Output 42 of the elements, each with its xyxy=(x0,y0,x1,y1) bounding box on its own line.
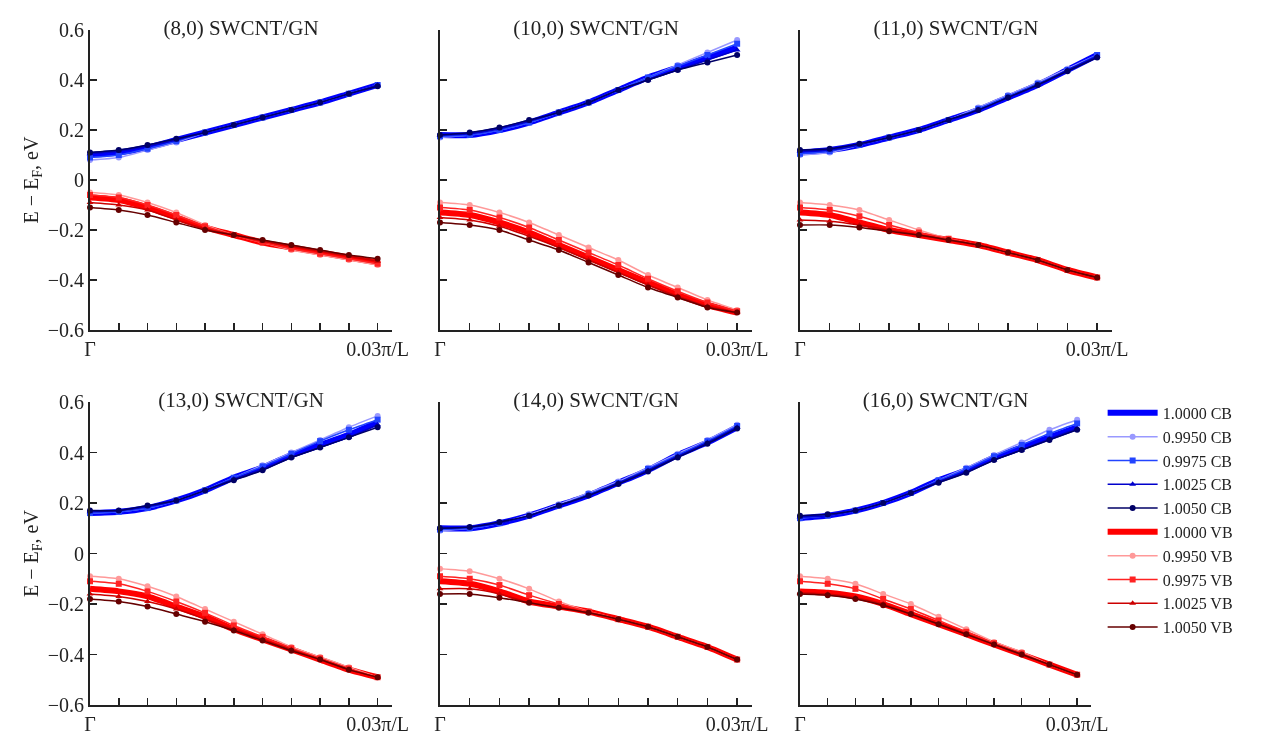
x-tick-label: 0.03π/L xyxy=(705,713,769,735)
x-tick-label: 0.03π/L xyxy=(346,338,410,360)
y-tick-label: 0.4 xyxy=(59,441,84,464)
y-tick-label: −0.6 xyxy=(47,694,84,716)
chart-title: (11,0) SWCNT/GN xyxy=(873,15,1039,40)
chart-title: (10,0) SWCNT/GN xyxy=(513,15,679,40)
legend-label: 0.9975 CB xyxy=(1162,452,1232,470)
y-tick-label: −0.6 xyxy=(47,319,84,341)
y-tick-label: 0 xyxy=(74,542,84,565)
x-tick-label: Γ xyxy=(794,713,806,735)
y-tick-label: 0.2 xyxy=(59,492,84,514)
y-tick-label: −0.2 xyxy=(47,593,84,615)
legend-label: 0.9950 CB xyxy=(1162,428,1232,446)
x-tick-label: 0.03π/L xyxy=(1045,713,1109,735)
x-tick-label: Γ xyxy=(434,713,446,735)
legend-label: 1.0050 CB xyxy=(1162,500,1232,518)
x-tick-label: 0.03π/L xyxy=(346,713,410,735)
chart-title: (16,0) SWCNT/GN xyxy=(862,387,1029,412)
legend-label: 0.9950 VB xyxy=(1162,547,1233,565)
x-tick-label: 0.03π/L xyxy=(1065,338,1129,360)
legend-label: 1.0050 VB xyxy=(1162,619,1233,637)
legend-label: 1.0025 VB xyxy=(1162,595,1233,613)
y-tick-label: 0 xyxy=(74,169,84,191)
x-tick-label: 0.03π/L xyxy=(705,338,769,360)
x-tick-label: Γ xyxy=(794,338,806,360)
chart-title: (13,0) SWCNT/GN xyxy=(158,387,324,412)
legend-label: 1.0025 CB xyxy=(1162,476,1232,494)
x-tick-label: Γ xyxy=(84,338,96,360)
x-tick-label: Γ xyxy=(84,713,96,735)
legend-label: 1.0000 VB xyxy=(1162,524,1233,542)
y-tick-label: −0.2 xyxy=(47,219,84,241)
chart-title: (14,0) SWCNT/GN xyxy=(513,387,679,412)
y-tick-label: 0.6 xyxy=(59,391,84,413)
y-tick-label: −0.4 xyxy=(47,643,84,666)
y-tick-label: 0.6 xyxy=(59,19,84,41)
legend-label: 0.9975 VB xyxy=(1162,571,1233,589)
y-tick-label: 0.2 xyxy=(59,119,84,141)
legend-label: 1.0000 CB xyxy=(1162,405,1232,423)
y-tick-label: 0.4 xyxy=(59,69,84,91)
y-tick-label: −0.4 xyxy=(47,269,84,291)
chart-title: (8,0) SWCNT/GN xyxy=(163,15,319,40)
x-tick-label: Γ xyxy=(434,338,446,360)
